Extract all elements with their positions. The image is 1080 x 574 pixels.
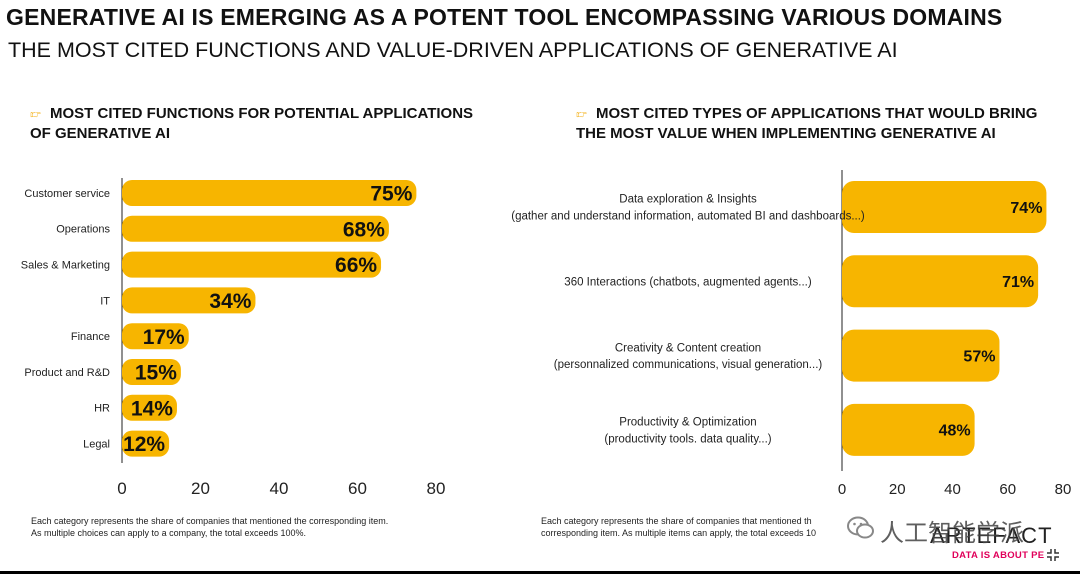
right-heading-line1: MOST CITED TYPES OF APPLICATIONS THAT WO… (596, 105, 1038, 122)
tagline-text: DATA IS ABOUT PE (952, 550, 1045, 561)
bar-value-label: 14% (131, 397, 173, 420)
bar-value-label: 74% (1010, 200, 1042, 217)
category-label: (productivity tools. data quality...) (604, 433, 771, 445)
category-label: Creativity & Content creation (615, 342, 761, 354)
right-heading-line2: THE MOST VALUE WHEN IMPLEMENTING GENERAT… (576, 125, 996, 142)
category-label: 360 Interactions (chatbots, augmented ag… (564, 276, 812, 288)
right-footnote-line2: corresponding item. As multiple items ca… (541, 527, 816, 538)
left-heading-line1: MOST CITED FUNCTIONS FOR POTENTIAL APPLI… (50, 105, 474, 122)
category-label: Customer service (24, 188, 110, 200)
bar (122, 430, 170, 457)
wechat-logo-icon (846, 515, 876, 545)
x-tick-label: 60 (999, 481, 1016, 498)
brand-logo: ARTEFACT (930, 523, 1053, 548)
left-heading-line2: OF GENERATIVE AI (30, 125, 171, 142)
category-label: Legal (83, 438, 110, 450)
bar (842, 255, 1039, 308)
x-tick-label: 0 (838, 481, 846, 498)
page-title: GENERATIVE AI IS EMERGING AS A POTENT TO… (6, 4, 1003, 30)
bar-value-label: 15% (135, 362, 177, 385)
category-label: HR (94, 403, 110, 415)
right-section-heading: 👉︎ MOST CITED TYPES OF APPLICATIONS THAT … (576, 104, 1037, 144)
category-label: (gather and understand information, auto… (511, 210, 865, 222)
bar (122, 287, 256, 314)
bar-value-label: 34% (209, 290, 251, 313)
category-label: Sales & Marketing (21, 259, 110, 271)
category-label: Data exploration & Insights (619, 194, 757, 206)
category-label: IT (100, 295, 110, 307)
pointing-hand-icon: 👉︎ (30, 105, 41, 122)
bar (122, 323, 189, 350)
bar (122, 394, 177, 421)
category-label: (personnalized communications, visual ge… (554, 359, 823, 371)
bar (842, 329, 1000, 382)
category-label: Product and R&D (24, 367, 110, 379)
left-footnote-line1: Each category represents the share of co… (31, 516, 389, 526)
x-tick-label: 60 (348, 479, 367, 498)
x-tick-label: 20 (889, 481, 906, 498)
bar (842, 403, 975, 456)
left-footnote: Each category represents the share of co… (31, 516, 388, 539)
category-label: Productivity & Optimization (619, 417, 756, 429)
x-tick-label: 40 (944, 481, 961, 498)
bar-value-label: 66% (335, 254, 377, 277)
bar-value-label: 75% (370, 183, 412, 206)
bar (122, 180, 417, 206)
bar (122, 215, 389, 242)
bar (122, 251, 382, 278)
brand-tagline: DATA IS ABOUT PE (952, 550, 1044, 561)
bar-value-label: 68% (343, 218, 385, 241)
collapse-icon (1046, 548, 1060, 562)
x-tick-label: 80 (1055, 481, 1072, 498)
bar-value-label: 57% (963, 348, 995, 365)
right-footnote: Each category represents the share of co… (541, 516, 816, 539)
bar-value-label: 12% (123, 433, 165, 456)
left-footnote-line2: As multiple choices can apply to a compa… (31, 527, 306, 538)
x-tick-label: 40 (270, 479, 289, 498)
right-footnote-line1: Each category represents the share of co… (541, 516, 812, 526)
bar-value-label: 17% (143, 326, 185, 349)
category-label: Operations (56, 224, 110, 236)
watermark-chinese: 人工智能学派 (880, 520, 1024, 547)
bar (122, 359, 181, 385)
bar (842, 181, 1047, 233)
x-tick-label: 20 (191, 479, 210, 498)
category-label: Finance (71, 331, 110, 343)
bar-value-label: 48% (939, 423, 971, 440)
x-tick-label: 0 (117, 479, 126, 498)
bottom-border (0, 571, 1080, 574)
bar-value-label: 71% (1002, 274, 1034, 291)
pointing-hand-icon: 👉︎ (576, 105, 587, 122)
page-subtitle: THE MOST CITED FUNCTIONS AND VALUE-DRIVE… (8, 38, 898, 62)
left-section-heading: 👉︎ MOST CITED FUNCTIONS FOR POTENTIAL APP… (30, 104, 473, 144)
x-tick-label: 80 (427, 479, 446, 498)
